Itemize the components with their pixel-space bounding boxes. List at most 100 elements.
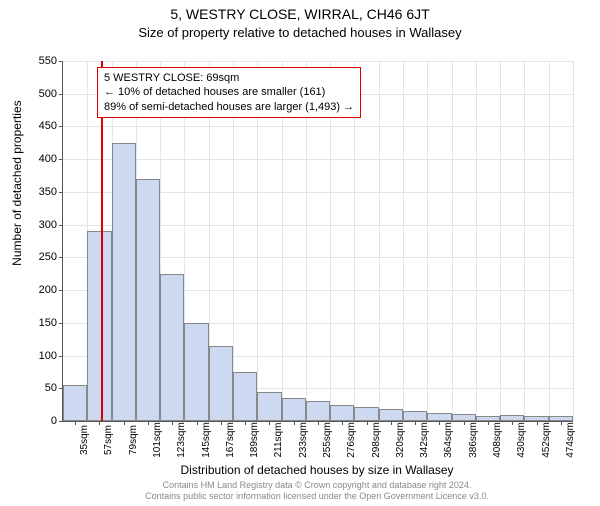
footer-line1: Contains HM Land Registry data © Crown c… — [62, 480, 572, 491]
x-tick-mark — [318, 421, 319, 425]
histogram-bar — [282, 398, 306, 421]
x-tick-label: 386sqm — [468, 422, 479, 458]
attribution-footer: Contains HM Land Registry data © Crown c… — [62, 480, 572, 503]
y-tick-mark — [59, 257, 63, 258]
histogram-bar — [63, 385, 87, 421]
histogram-bar — [112, 143, 136, 421]
histogram-bar — [160, 274, 184, 421]
x-tick-label: 408sqm — [492, 422, 503, 458]
histogram-chart: Number of detached properties 0501001502… — [62, 61, 572, 421]
x-tick-label: 189sqm — [249, 422, 260, 458]
x-tick-label: 101sqm — [152, 422, 163, 458]
x-tick-label: 255sqm — [322, 422, 333, 458]
x-tick-label: 298sqm — [371, 422, 382, 458]
histogram-bar — [403, 411, 427, 421]
y-tick-label: 400 — [23, 153, 57, 165]
y-tick-mark — [59, 225, 63, 226]
gridline-v — [452, 61, 453, 421]
annotation-line3: 89% of semi-detached houses are larger (… — [104, 100, 354, 114]
y-tick-mark — [59, 94, 63, 95]
x-tick-mark — [245, 421, 246, 425]
y-tick-mark — [59, 61, 63, 62]
y-axis-label: Number of detached properties — [10, 100, 24, 265]
y-tick-mark — [59, 323, 63, 324]
y-tick-label: 300 — [23, 219, 57, 231]
x-tick-mark — [269, 421, 270, 425]
y-tick-label: 100 — [23, 350, 57, 362]
histogram-bar — [87, 231, 111, 421]
y-tick-label: 250 — [23, 251, 57, 263]
gridline-v — [379, 61, 380, 421]
footer-line2: Contains public sector information licen… — [62, 491, 572, 502]
x-tick-mark — [512, 421, 513, 425]
x-tick-mark — [99, 421, 100, 425]
gridline-v — [524, 61, 525, 421]
y-tick-label: 350 — [23, 186, 57, 198]
y-tick-mark — [59, 421, 63, 422]
x-tick-mark — [464, 421, 465, 425]
gridline-h — [63, 159, 573, 160]
gridline-v — [549, 61, 550, 421]
x-tick-mark — [75, 421, 76, 425]
x-tick-label: 364sqm — [443, 422, 454, 458]
x-tick-label: 57sqm — [103, 425, 114, 455]
x-tick-mark — [221, 421, 222, 425]
y-tick-label: 150 — [23, 317, 57, 329]
x-tick-mark — [172, 421, 173, 425]
histogram-bar — [233, 372, 257, 421]
y-tick-label: 200 — [23, 284, 57, 296]
histogram-bar — [306, 401, 330, 421]
chart-subtitle: Size of property relative to detached ho… — [0, 25, 600, 40]
gridline-h — [63, 61, 573, 62]
y-tick-label: 500 — [23, 88, 57, 100]
gridline-v — [476, 61, 477, 421]
histogram-bar — [427, 413, 451, 421]
y-tick-label: 550 — [23, 55, 57, 67]
y-tick-mark — [59, 356, 63, 357]
x-tick-mark — [367, 421, 368, 425]
x-tick-mark — [415, 421, 416, 425]
x-tick-label: 474sqm — [565, 422, 576, 458]
x-tick-label: 79sqm — [128, 425, 139, 455]
histogram-bar — [379, 409, 403, 421]
gridline-v — [500, 61, 501, 421]
histogram-bar — [184, 323, 208, 421]
y-tick-label: 50 — [23, 382, 57, 394]
x-tick-mark — [391, 421, 392, 425]
y-tick-mark — [59, 159, 63, 160]
x-tick-mark — [488, 421, 489, 425]
x-tick-mark — [561, 421, 562, 425]
x-tick-label: 452sqm — [541, 422, 552, 458]
gridline-h — [63, 126, 573, 127]
y-tick-mark — [59, 192, 63, 193]
x-tick-label: 430sqm — [516, 422, 527, 458]
histogram-bar — [257, 392, 281, 421]
histogram-bar — [136, 179, 160, 421]
y-tick-mark — [59, 290, 63, 291]
x-tick-label: 233sqm — [298, 422, 309, 458]
x-tick-label: 35sqm — [79, 425, 90, 455]
y-tick-label: 450 — [23, 120, 57, 132]
x-tick-label: 123sqm — [176, 422, 187, 458]
x-tick-label: 276sqm — [346, 422, 357, 458]
x-tick-mark — [342, 421, 343, 425]
page-title: 5, WESTRY CLOSE, WIRRAL, CH46 6JT — [0, 6, 600, 22]
x-tick-label: 145sqm — [201, 422, 212, 458]
x-tick-mark — [537, 421, 538, 425]
x-tick-mark — [124, 421, 125, 425]
x-tick-label: 320sqm — [395, 422, 406, 458]
x-tick-label: 342sqm — [419, 422, 430, 458]
histogram-bar — [209, 346, 233, 421]
annotation-box: 5 WESTRY CLOSE: 69sqm ← 10% of detached … — [97, 67, 361, 118]
gridline-v — [403, 61, 404, 421]
gridline-v — [427, 61, 428, 421]
x-tick-mark — [148, 421, 149, 425]
histogram-bar — [330, 405, 354, 421]
annotation-line1: 5 WESTRY CLOSE: 69sqm — [104, 71, 354, 85]
x-tick-label: 167sqm — [225, 422, 236, 458]
x-tick-label: 211sqm — [273, 423, 284, 458]
x-tick-mark — [197, 421, 198, 425]
annotation-line2: ← 10% of detached houses are smaller (16… — [104, 85, 354, 99]
y-tick-mark — [59, 126, 63, 127]
y-tick-label: 0 — [23, 415, 57, 427]
